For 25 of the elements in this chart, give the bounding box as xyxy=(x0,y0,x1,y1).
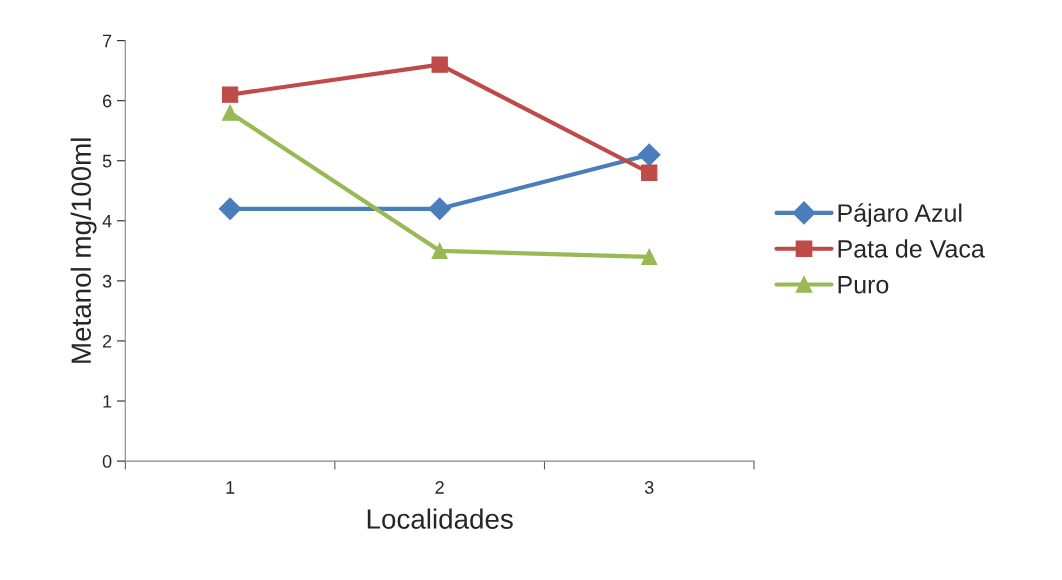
point xyxy=(428,197,451,221)
y-tick-label: 4 xyxy=(102,214,112,228)
point xyxy=(218,197,242,221)
point xyxy=(641,164,658,181)
legend-label: Puro xyxy=(838,276,889,294)
y-tick-label: 6 xyxy=(103,94,112,108)
y-tick-label: 3 xyxy=(102,274,112,288)
x-tick-label: 2 xyxy=(435,481,444,494)
y-tick-label: 0 xyxy=(102,455,112,468)
y-tick-label: 2 xyxy=(102,334,112,348)
point xyxy=(431,242,448,260)
legend-label: Pata de Vaca xyxy=(838,239,985,258)
point xyxy=(221,86,239,103)
x-tick-label: 1 xyxy=(226,481,235,494)
x-axis-title: Localidades xyxy=(367,508,513,529)
point xyxy=(221,104,239,121)
y-axis-title: Metanol mg/100ml xyxy=(70,138,97,363)
x-tick-label: 3 xyxy=(644,481,654,494)
point xyxy=(641,248,658,266)
point xyxy=(637,143,661,167)
y-tick-label: 5 xyxy=(102,154,112,168)
y-tick-label: 7 xyxy=(103,34,112,48)
point xyxy=(431,56,448,73)
y-tick-label: 1 xyxy=(103,395,112,408)
legend-label: Pájaro Azul xyxy=(838,203,962,227)
